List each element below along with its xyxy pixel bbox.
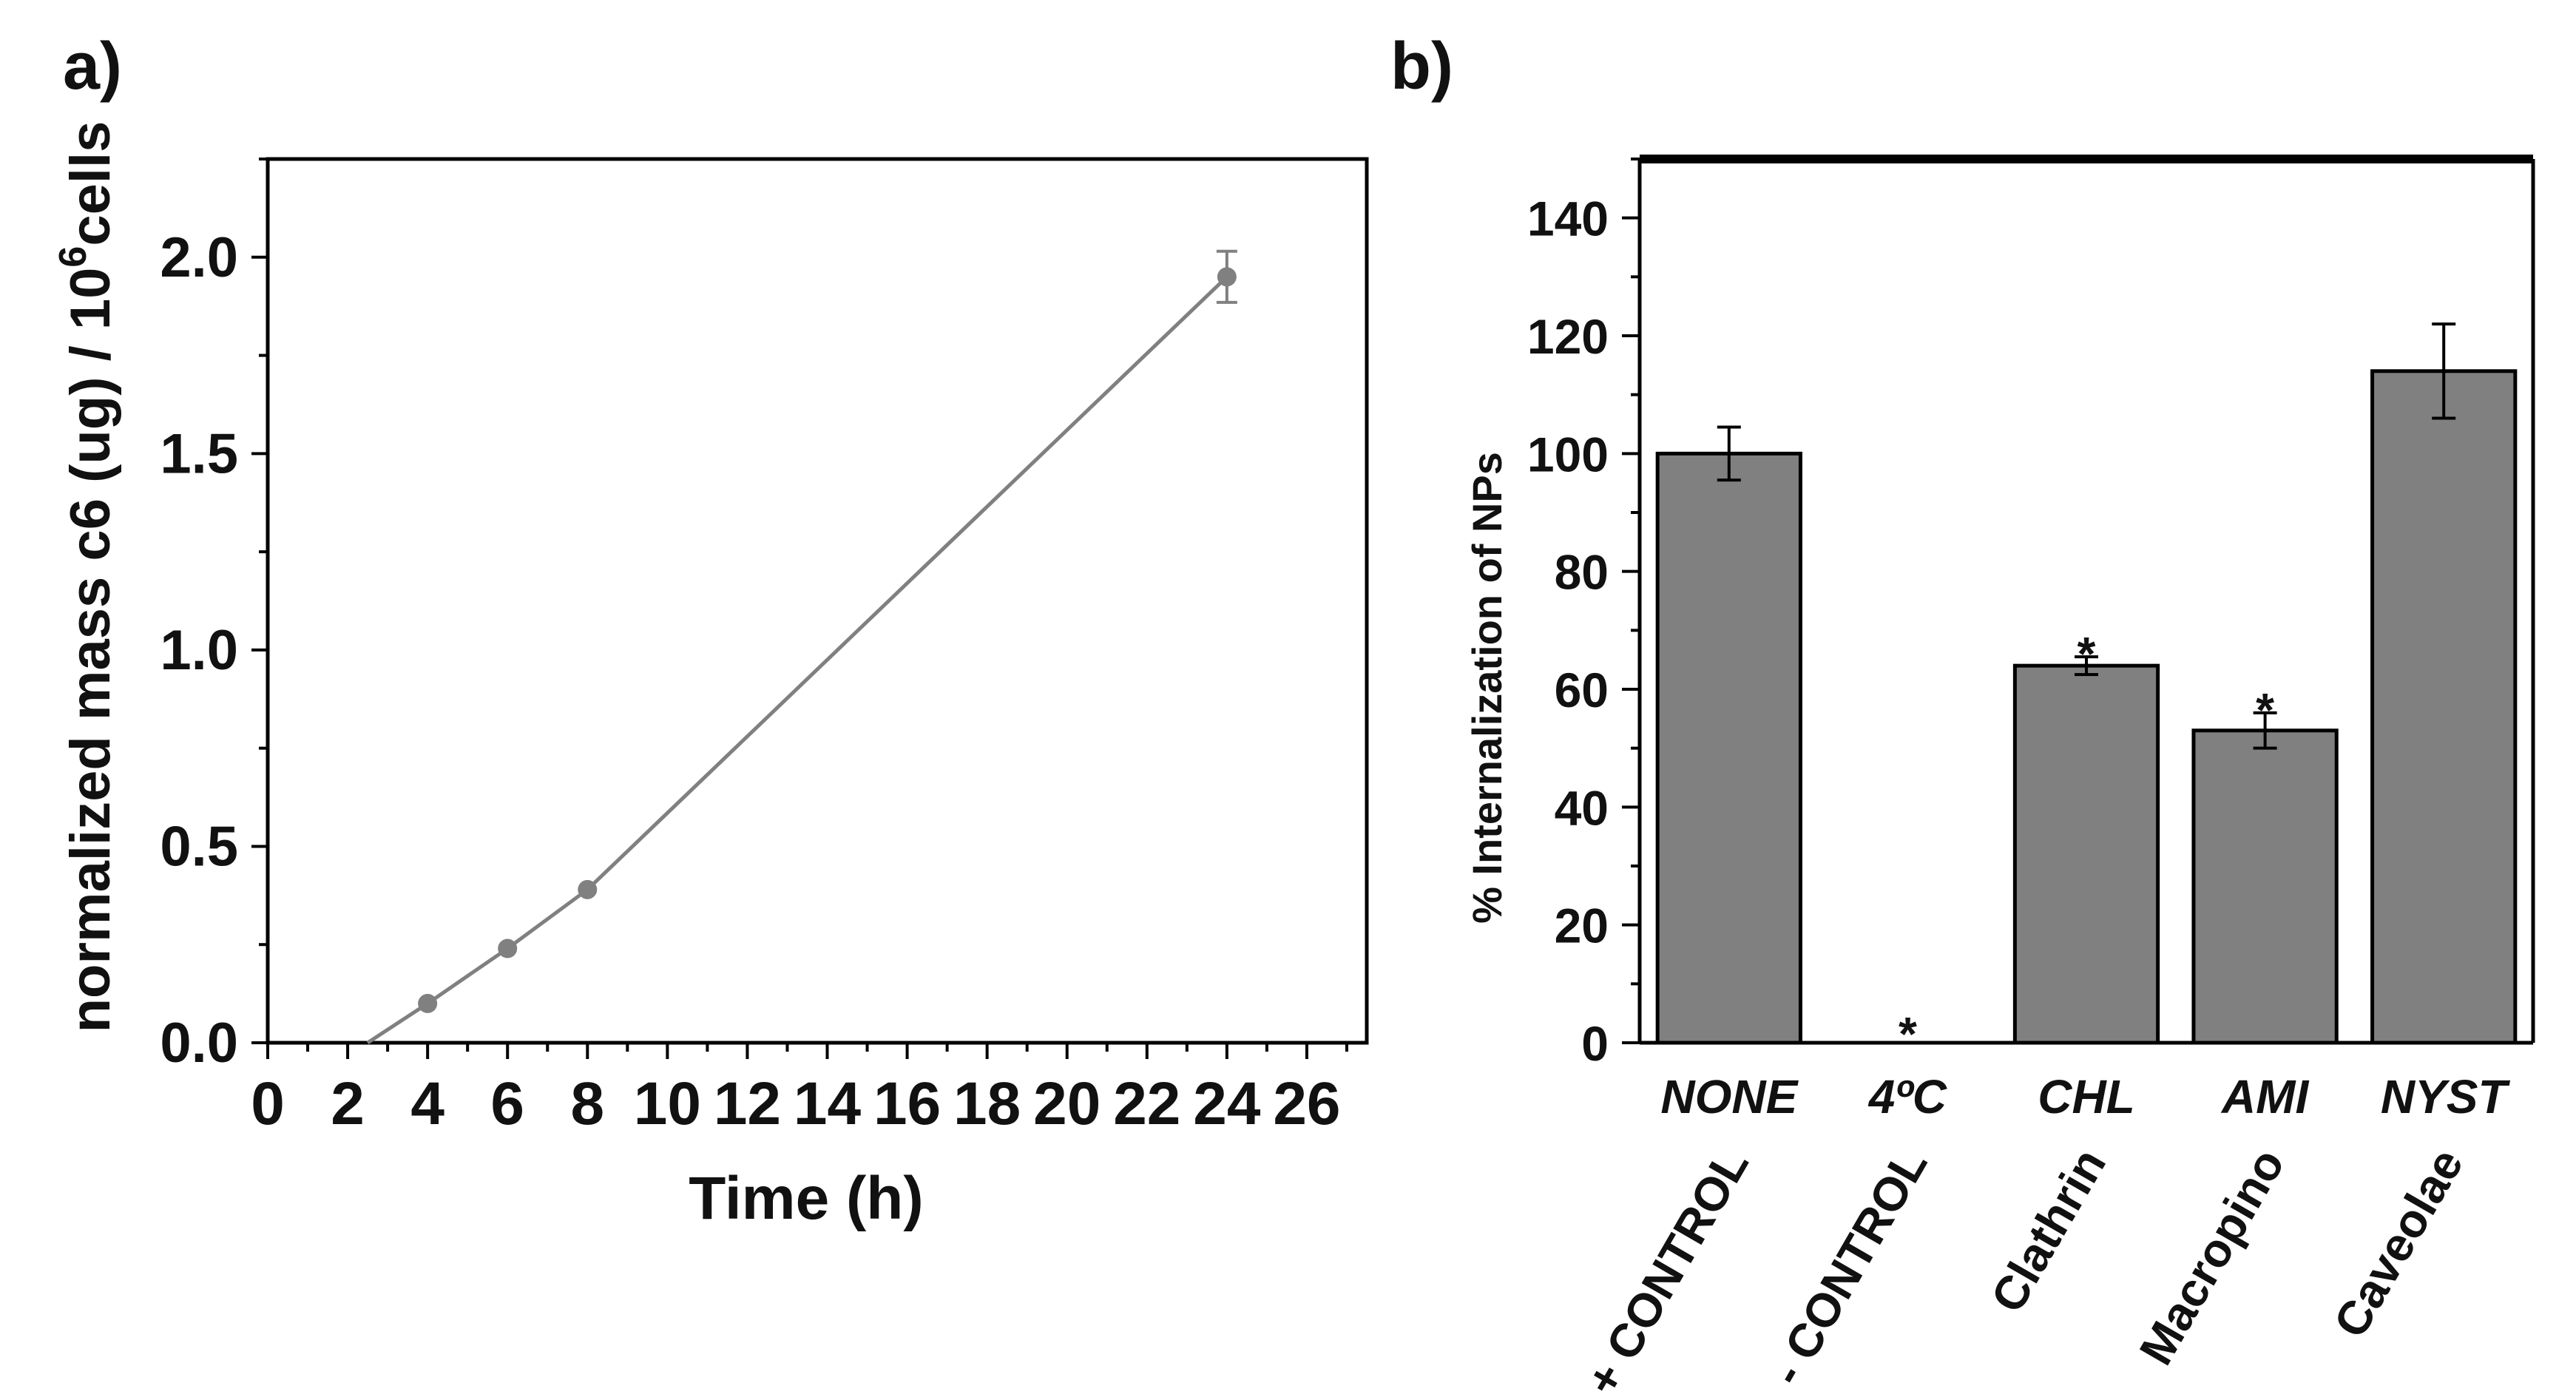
y-tick-label: 1.0 bbox=[160, 619, 238, 682]
panel-a-series bbox=[366, 249, 1237, 1045]
panel-b-tick-labels: 0 20 40 60 80 100 120 140 bbox=[1527, 192, 1609, 1071]
bar bbox=[2012, 663, 2160, 1045]
panel-a-y-axis-label: normalized mass c6 (ug) / 106cells bbox=[52, 121, 122, 1033]
series-line bbox=[366, 275, 1228, 1045]
bar bbox=[2191, 728, 2339, 1045]
y-label-tail: cells bbox=[59, 121, 122, 246]
panel-b-bars: * * * bbox=[1655, 322, 2518, 1061]
data-point bbox=[1217, 267, 1237, 287]
x-tick-label: 8 bbox=[570, 1070, 604, 1137]
category-label: AMI bbox=[2220, 1070, 2310, 1123]
panel-b-ticks bbox=[1622, 158, 1640, 1044]
pathway-label: - CONTROL bbox=[1759, 1140, 1937, 1394]
category-label: NONE bbox=[1660, 1070, 1799, 1123]
panel-a-x-axis-label: Time (h) bbox=[689, 1165, 923, 1232]
pathway-label: Clathrin bbox=[1981, 1140, 2116, 1321]
y-tick-label: 20 bbox=[1555, 899, 1609, 953]
category-label: 4ºC bbox=[1867, 1070, 1947, 1123]
panel-a-frame bbox=[266, 157, 1369, 1045]
y-tick-label: 100 bbox=[1527, 427, 1609, 481]
y-tick-label: 0.5 bbox=[160, 815, 238, 878]
x-tick-label: 2 bbox=[331, 1070, 365, 1137]
panel-a-tick-labels: 0 2 4 6 8 10 12 14 16 18 20 22 24 260.00.51.01.52.0 bbox=[160, 226, 1340, 1137]
pathway-label: + CONTROL bbox=[1575, 1140, 1759, 1397]
x-tick-label: 4 bbox=[410, 1070, 444, 1137]
y-tick-label: 140 bbox=[1527, 192, 1609, 246]
x-tick-label: 12 bbox=[714, 1070, 781, 1137]
significance-marker: * bbox=[2256, 683, 2274, 737]
x-tick-label: 18 bbox=[953, 1070, 1021, 1137]
panel-a-line-chart: a) 0 2 4 6 8 10 12 14 16 18 20 22 24 260.00.51.01.52.… bbox=[52, 30, 1369, 1232]
y-tick-label: 60 bbox=[1555, 663, 1609, 717]
significance-marker: * bbox=[1899, 1007, 1917, 1061]
panel-a-axes bbox=[266, 157, 1369, 1045]
pathway-label: Macropino bbox=[2129, 1140, 2295, 1373]
bar bbox=[2370, 369, 2518, 1045]
data-point bbox=[578, 879, 598, 899]
y-label-superscript: 6 bbox=[52, 246, 95, 268]
panel-b-y-axis-label: % Internalization of NPs bbox=[1464, 452, 1510, 924]
y-tick-label: 80 bbox=[1555, 545, 1609, 600]
significance-marker: * bbox=[2078, 627, 2096, 680]
panel-b-label: b) bbox=[1390, 30, 1453, 104]
x-tick-label: 14 bbox=[794, 1070, 862, 1137]
pathway-label: Caveolae bbox=[2323, 1140, 2473, 1346]
data-point bbox=[498, 938, 518, 958]
x-tick-label: 16 bbox=[873, 1070, 941, 1137]
x-tick-label: 20 bbox=[1033, 1070, 1101, 1137]
x-tick-label: 26 bbox=[1273, 1070, 1340, 1137]
y-tick-label: 0 bbox=[1581, 1016, 1609, 1071]
y-tick-label: 1.5 bbox=[160, 422, 238, 485]
panel-b-bar-chart: b) 0 20 40 60 80 100 120 140 * * * NONE + CONTROL 4… bbox=[1390, 30, 2535, 1397]
y-tick-label: 120 bbox=[1527, 309, 1609, 364]
y-tick-label: 40 bbox=[1555, 780, 1609, 835]
x-tick-label: 22 bbox=[1113, 1070, 1180, 1137]
x-tick-label: 0 bbox=[251, 1070, 285, 1137]
panel-b-categories: NONE + CONTROL 4ºC - CONTROL CHL Clathrin AMI M… bbox=[1575, 1070, 2511, 1397]
category-label: CHL bbox=[2038, 1070, 2135, 1123]
data-point bbox=[418, 993, 438, 1013]
bar bbox=[1655, 451, 1802, 1045]
x-tick-label: 10 bbox=[634, 1070, 701, 1137]
category-label: NYST bbox=[2381, 1070, 2511, 1123]
x-tick-label: 24 bbox=[1193, 1070, 1261, 1137]
y-tick-label: 2.0 bbox=[160, 226, 238, 289]
panel-a-label: a) bbox=[63, 30, 122, 104]
y-tick-label: 0.0 bbox=[160, 1012, 238, 1075]
y-label-main: normalized mass c6 (ug) / 10 bbox=[59, 268, 122, 1033]
panel-a-ticks bbox=[251, 158, 1348, 1059]
x-tick-label: 6 bbox=[490, 1070, 524, 1137]
